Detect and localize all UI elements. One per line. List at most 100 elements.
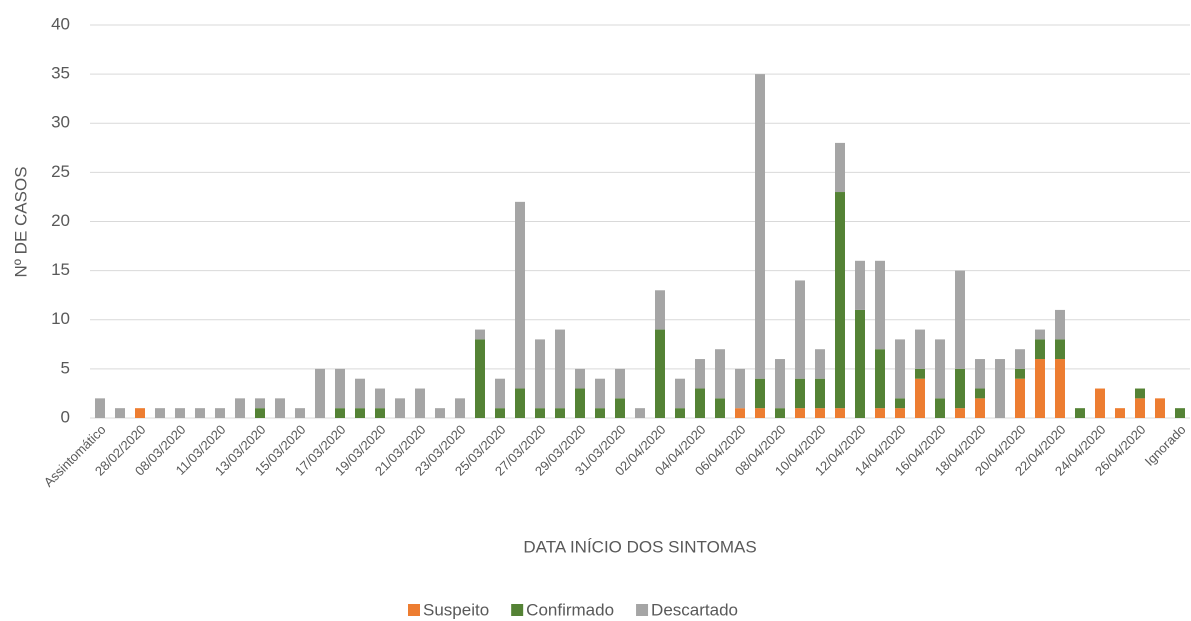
bar-segment — [715, 398, 725, 418]
x-axis-title: DATA INÍCIO DOS SINTOMAS — [523, 537, 756, 556]
bar-segment — [1175, 408, 1185, 418]
bar-segment — [935, 398, 945, 418]
bar-segment — [595, 378, 605, 409]
bar-segment — [655, 290, 665, 330]
bar-segment — [295, 408, 305, 418]
bar-segment — [735, 408, 745, 418]
bar-segment — [1115, 408, 1125, 418]
bar-segment — [895, 408, 905, 418]
bar-segment — [1055, 339, 1065, 360]
bar-segment — [755, 378, 765, 409]
bar-segment — [715, 349, 725, 399]
bar-segment — [155, 408, 165, 418]
y-tick-label: 25 — [51, 162, 70, 181]
bar-segment — [795, 378, 805, 409]
bar-segment — [1135, 388, 1145, 399]
bar-segment — [975, 398, 985, 418]
legend-swatch — [511, 604, 524, 616]
bar-segment — [135, 408, 145, 418]
bar-segment — [395, 398, 405, 418]
bar-segment — [755, 74, 765, 379]
bar-segment — [915, 329, 925, 369]
bar-segment — [95, 398, 105, 418]
legend-swatch — [408, 604, 420, 616]
y-tick-label: 30 — [51, 113, 70, 132]
bar-segment — [1075, 408, 1085, 418]
bar-segment — [595, 408, 605, 418]
bar-segment — [815, 349, 825, 379]
bar-segment — [955, 368, 965, 409]
bar-segment — [675, 408, 685, 418]
y-tick-label: 0 — [61, 407, 70, 426]
bar-segment — [775, 408, 785, 418]
bar-segment — [1055, 309, 1065, 340]
bar-segment — [835, 192, 845, 409]
y-tick-label: 40 — [51, 14, 70, 33]
y-tick-label: 35 — [51, 64, 70, 83]
legend-label: Confirmado — [526, 600, 614, 619]
bar-segment — [575, 388, 585, 418]
legend-label: Descartado — [651, 600, 738, 619]
legend-swatch — [636, 604, 649, 616]
bar-segment — [615, 368, 625, 399]
bar-segment — [695, 359, 705, 389]
bar-segment — [335, 408, 345, 418]
bar-segment — [655, 329, 665, 418]
bar-segment — [315, 368, 325, 418]
y-axis-title: Nº DE CASOS — [11, 166, 30, 277]
bar-segment — [615, 398, 625, 418]
bar-segment — [895, 339, 905, 399]
bar-segment — [515, 201, 525, 389]
bar-segment — [475, 339, 485, 418]
bar-segment — [855, 309, 865, 418]
bar-segment — [835, 408, 845, 418]
bar-segment — [575, 368, 585, 389]
bar-segment — [975, 388, 985, 399]
y-tick-label: 15 — [51, 260, 70, 279]
y-tick-label: 5 — [61, 358, 70, 377]
y-tick-label: 20 — [51, 211, 70, 230]
bar-segment — [1015, 349, 1025, 369]
bar-segment — [415, 388, 425, 418]
bar-segment — [355, 378, 365, 409]
bar-segment — [975, 359, 985, 389]
bar-segment — [355, 408, 365, 418]
bar-segment — [935, 339, 945, 399]
bar-segment — [555, 408, 565, 418]
bar-segment — [175, 408, 185, 418]
bar-segment — [535, 408, 545, 418]
bar-segment — [335, 368, 345, 409]
bar-segment — [255, 408, 265, 418]
x-tick-label: Assintomático — [41, 422, 109, 490]
bar-segment — [475, 329, 485, 340]
bar-segment — [1055, 359, 1065, 418]
bar-segment — [755, 408, 765, 418]
bar-segment — [955, 408, 965, 418]
bar-segment — [195, 408, 205, 418]
bar-segment — [1015, 378, 1025, 418]
bar-segment — [515, 388, 525, 418]
bar-segment — [855, 260, 865, 310]
bar-segment — [915, 368, 925, 379]
bar-segment — [1155, 398, 1165, 418]
bar-segment — [1035, 339, 1045, 360]
bar-segment — [275, 398, 285, 418]
bar-segment — [235, 398, 245, 418]
bar-segment — [895, 398, 905, 409]
bar-segment — [735, 368, 745, 409]
bar-segment — [1035, 329, 1045, 340]
y-tick-label: 10 — [51, 309, 70, 328]
bar-segment — [535, 339, 545, 409]
bar-segment — [255, 398, 265, 409]
bar-segment — [775, 359, 785, 409]
bar-segment — [995, 359, 1005, 418]
bar-segment — [955, 270, 965, 369]
bar-segment — [815, 408, 825, 418]
legend-label: Suspeito — [423, 600, 489, 619]
bar-segment — [875, 260, 885, 350]
bar-segment — [1095, 388, 1105, 418]
bar-segment — [495, 408, 505, 418]
bar-segment — [555, 329, 565, 409]
bar-segment — [675, 378, 685, 409]
